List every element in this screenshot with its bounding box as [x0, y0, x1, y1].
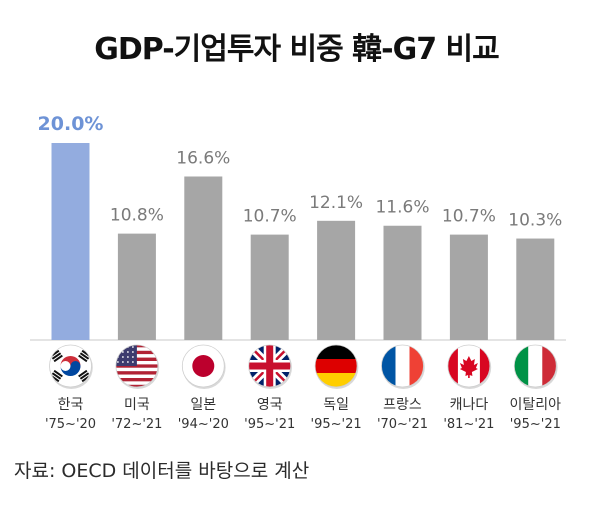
category-label: 한국 [58, 397, 84, 413]
period-label: '94~'20 [178, 417, 229, 432]
chart-title: GDP-기업투자 비중 韓-G7 비교 [94, 32, 500, 67]
japan-flag-icon [181, 344, 226, 389]
value-label: 10.7% [442, 207, 496, 227]
korea-flag-icon [49, 344, 93, 389]
france-flag-icon [381, 344, 425, 389]
bar-1 [51, 143, 90, 340]
category-label: 미국 [124, 397, 150, 413]
category-label: 일본 [190, 397, 216, 413]
bar-4 [250, 234, 289, 340]
bar-7 [449, 234, 488, 340]
category-label: 프랑스 [383, 397, 422, 413]
bar-2 [117, 233, 156, 340]
period-label: '95~'21 [311, 417, 362, 432]
canada-flag-icon [447, 344, 492, 389]
bar-3 [184, 176, 223, 340]
value-label: 10.3% [508, 211, 562, 231]
category-label: 이탈리아 [510, 397, 562, 413]
bar-5 [317, 220, 356, 340]
period-label: '72~'21 [111, 417, 162, 432]
category-label: 캐나다 [450, 397, 489, 413]
period-label: '81~'21 [443, 417, 494, 432]
category-label: 독일 [323, 397, 349, 413]
value-label: 10.7% [243, 207, 297, 227]
category-label: 영국 [257, 397, 283, 413]
italy-flag-icon [513, 344, 558, 389]
value-label: 10.8% [110, 206, 164, 226]
value-label: 11.6% [375, 198, 429, 218]
germany-flag-icon [314, 344, 359, 389]
period-label: '95~'21 [244, 417, 295, 432]
period-label: '95~'21 [510, 417, 561, 432]
usa-flag-icon [115, 344, 160, 389]
bar-6 [383, 225, 422, 340]
value-label: 20.0% [38, 113, 104, 135]
period-label: '75~'20 [45, 417, 96, 432]
value-label: 12.1% [309, 193, 363, 213]
period-label: '70~'21 [377, 417, 428, 432]
bar-8 [516, 238, 555, 340]
source-note: 자료: OECD 데이터를 바탕으로 계산 [14, 460, 310, 482]
value-label: 16.6% [176, 148, 230, 168]
uk-flag-icon [248, 344, 292, 389]
